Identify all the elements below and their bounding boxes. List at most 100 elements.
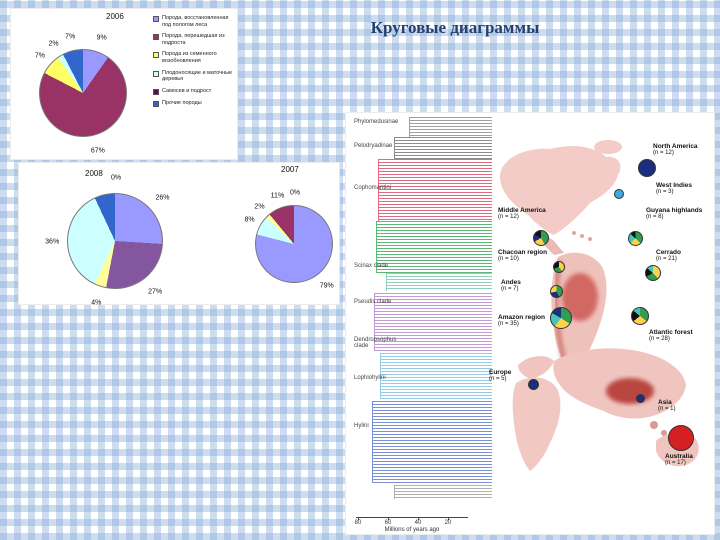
clade-label: Lophiohylini [354, 375, 386, 381]
clade-pseudis [386, 273, 492, 291]
region-pie-australia [668, 425, 694, 451]
clade-label: Dendropsophus clade [354, 337, 397, 350]
legend-swatch [153, 100, 159, 107]
clade-lophiohylini [380, 353, 492, 399]
region-label-cerrado: Cerrado (n = 21) [656, 249, 681, 263]
time-axis: 80 60 40 20 Millions of years ago [354, 517, 468, 533]
legend-swatch [153, 52, 159, 59]
region-name: Australia [665, 453, 693, 460]
west-indies-shape [580, 234, 584, 238]
phylogenetic-tree: Phylomedusinae Pelodryadinae Cophomantin… [354, 117, 492, 509]
legend-swatch [153, 34, 159, 41]
clade-pelodryadinae [394, 137, 492, 159]
region-count: (n = 12) [498, 214, 519, 221]
region-name: Atlantic forest [649, 329, 693, 336]
pie-chart-2006: 9% 67% 7% 2% 7% [35, 34, 127, 154]
legend-item: Порода, восстановленная под пологом леса [153, 15, 235, 28]
clade-outgroup [394, 485, 492, 499]
pie-percent-label: 36% [45, 238, 60, 246]
amazon-richness-shade [562, 273, 598, 321]
region-label-north-america: North America (n = 12) [653, 143, 698, 157]
region-count: (n = 17) [665, 460, 686, 467]
region-pie-atlantic-forest [631, 307, 649, 325]
region-pie-cerrado [645, 265, 661, 281]
se-asia-islands-shape [661, 430, 667, 436]
region-name: Asia [658, 399, 672, 406]
region-name: Cerrado [656, 249, 681, 256]
clade-scinax [376, 221, 492, 273]
region-pie-north-america [638, 159, 656, 177]
clade-label: Phylomedusinae [354, 119, 399, 125]
page-title: Круговые диаграммы [370, 18, 540, 37]
pie-percent-label: 2% [48, 40, 59, 48]
axis-title: Millions of years ago [384, 527, 440, 533]
region-label-guyana-highlands: Guyana highlands (n = 8) [646, 207, 702, 221]
legend-label: Порода, восстановленная под пологом леса [162, 15, 229, 28]
region-pie-chacoan-region [553, 261, 565, 273]
region-label-middle-america: Middle America (n = 12) [498, 207, 546, 221]
pie-percent-label: 7% [65, 33, 76, 41]
clade-label: Scinax clade [354, 263, 389, 269]
pie-percent-label: 2% [254, 203, 265, 211]
region-name: Amazon region [498, 314, 545, 321]
greenland-shape [594, 140, 622, 154]
region-pie-middle-america [533, 230, 549, 246]
region-count: (n = 7) [501, 286, 519, 293]
clade-label: Pseudis clade [354, 299, 392, 305]
region-name: Chacoan region [498, 249, 548, 256]
legend-item: Плодоносящие и маточные деревья [153, 70, 235, 83]
pie-chart-2008: 26% 27% 4% 36% 0% [45, 175, 169, 307]
axis-tick-label: 60 [384, 520, 392, 526]
panel-pie-2006: 2006 9% 67% 7% 2% 7% Порода, восстановленная… [10, 8, 238, 160]
region-name: Andes [501, 279, 521, 286]
region-pie-andes [550, 285, 563, 298]
region-count: (n = 3) [656, 189, 674, 196]
region-label-amazon-region: Amazon region (n = 35) [498, 314, 545, 328]
asia-richness-shade [606, 378, 654, 404]
chart-year-label-2007: 2007 [281, 165, 299, 174]
region-pie-guyana-highlands [628, 231, 643, 246]
region-count: (n = 8) [646, 214, 664, 221]
region-pie-west-indies [614, 189, 624, 199]
pie-percent-label: 9% [96, 34, 107, 42]
axis-tick [448, 517, 449, 520]
legend-swatch [153, 88, 159, 95]
west-indies-shape [588, 237, 592, 241]
pie-percent-label: 67% [90, 147, 105, 155]
legend-item: Прочие породы [153, 100, 235, 107]
legend-label: Плодоносящие и маточные деревья [162, 69, 233, 83]
region-count: (n = 12) [653, 150, 674, 157]
region-label-atlantic-forest: Atlantic forest (n = 28) [649, 329, 693, 343]
clade-hylini [372, 401, 492, 483]
pie-percent-label: 26% [155, 194, 170, 202]
region-count: (n = 21) [656, 256, 677, 263]
clade-label: Cophomantini [354, 185, 392, 191]
region-name: Guyana highlands [646, 207, 703, 214]
axis-tick [388, 517, 389, 520]
pie-percent-label: 8% [244, 216, 255, 224]
clade-cophomantini [378, 159, 492, 221]
axis-tick-label: 40 [414, 520, 422, 526]
se-asia-islands-shape [650, 421, 658, 429]
region-pie-amazon-region [550, 307, 572, 329]
legend-swatch [153, 70, 159, 77]
region-name: Middle America [498, 207, 546, 214]
axis-tick-label: 80 [354, 520, 362, 526]
legend-label: Самосев и подрост [162, 87, 212, 94]
region-label-chacoan-region: Chacoan region (n = 10) [498, 249, 547, 263]
figure-panel: Phylomedusinae Pelodryadinae Cophomantin… [345, 112, 715, 535]
region-label-australia: Australia (n = 17) [665, 453, 693, 467]
pie-percent-label: 0% [110, 174, 122, 182]
axis-tick-label: 20 [444, 520, 452, 526]
pie-percent-label: 7% [34, 52, 45, 60]
pie-percent-label: 79% [319, 282, 334, 290]
pie-percent-label: 0% [289, 189, 301, 197]
clade-phylomedusinae [409, 117, 492, 137]
region-label-europe: Europe (n = 5) [489, 369, 511, 383]
pie-percent-label: 27% [148, 288, 163, 296]
legend-item: Порода, перешедшая из подроста [153, 33, 235, 46]
pie-legend: Порода, восстановленная под пологом леса… [153, 15, 235, 112]
americas-map [499, 140, 622, 379]
legend-label: Прочие породы [162, 99, 202, 106]
